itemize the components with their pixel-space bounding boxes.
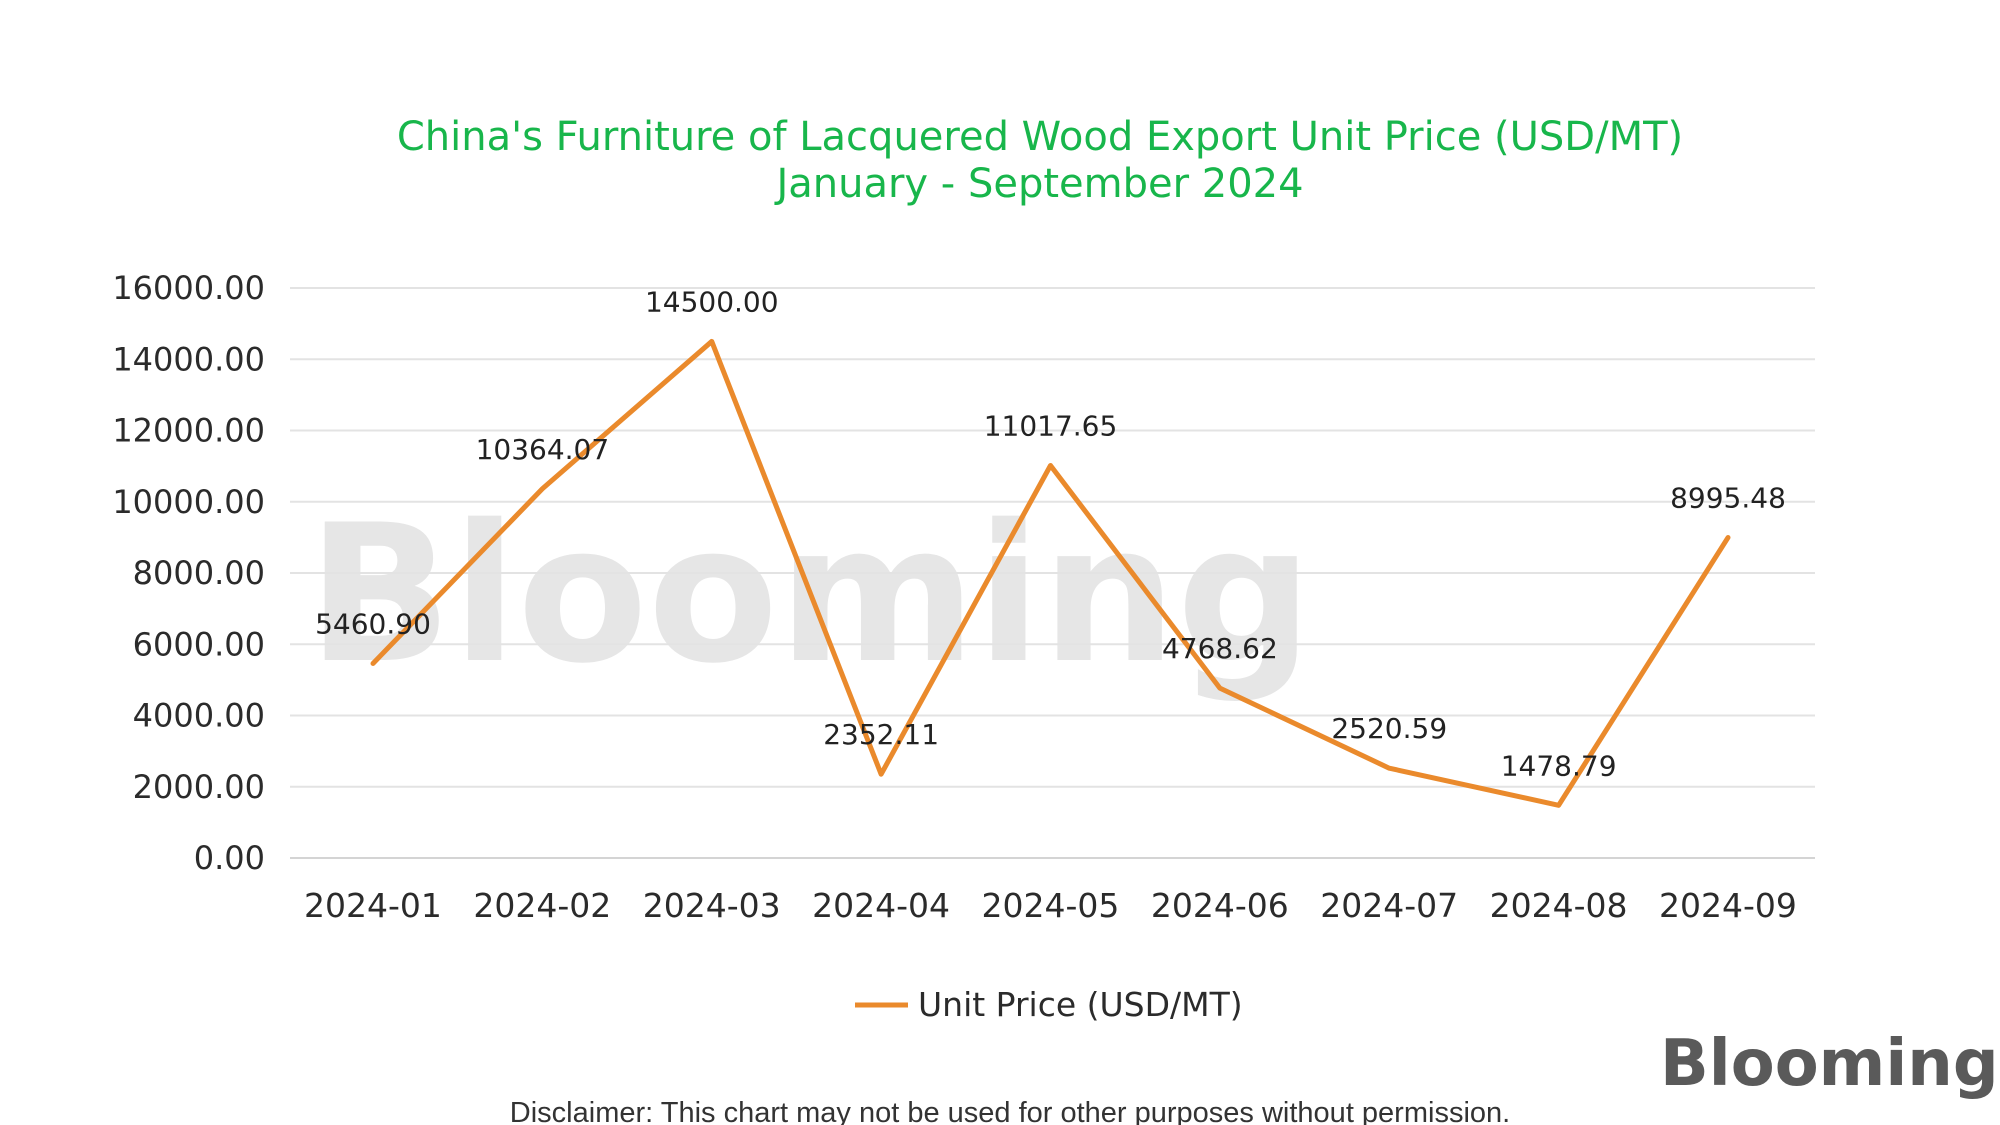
series-unit-price	[370, 338, 1731, 808]
y-tick-label: 4000.00	[133, 697, 265, 735]
legend-label: Unit Price (USD/MT)	[918, 985, 1243, 1024]
data-label: 11017.65	[984, 409, 1118, 442]
data-label: 14500.00	[645, 285, 779, 318]
data-label: 2352.11	[823, 718, 939, 751]
disclaimer: Disclaimer: This chart may not be used f…	[510, 1097, 1510, 1125]
grid	[290, 287, 1815, 859]
y-tick-label: 6000.00	[133, 625, 265, 663]
y-tick-label: 12000.00	[112, 412, 265, 450]
chart-subtitle: January - September 2024	[773, 161, 1303, 207]
y-tick-label: 16000.00	[112, 269, 265, 307]
x-tick-label: 2024-01	[304, 886, 442, 925]
x-tick-label: 2024-09	[1659, 886, 1797, 925]
y-tick-label: 2000.00	[133, 768, 265, 806]
data-label: 5460.90	[315, 607, 431, 640]
x-tick-label: 2024-03	[643, 886, 781, 925]
data-label: 4768.62	[1162, 632, 1278, 665]
data-label: 10364.07	[476, 433, 610, 466]
x-tick-label: 2024-06	[1151, 886, 1289, 925]
x-tick-label: 2024-08	[1490, 886, 1628, 925]
x-tick-label: 2024-05	[982, 886, 1120, 925]
y-axis: 0.00 2000.00 4000.00 6000.00 8000.00 10000.00…	[112, 269, 265, 877]
x-axis: 2024-01 2024-02 2024-03 2024-04 2024-05 2024-…	[304, 886, 1797, 925]
chart-title: China's Furniture of Lacquered Wood Expo…	[397, 114, 1683, 160]
logo-text: Blooming	[1660, 1027, 1999, 1101]
x-tick-label: 2024-02	[473, 886, 611, 925]
blooming-logo: Blooming	[1660, 1027, 1999, 1101]
x-tick-label: 2024-07	[1320, 886, 1458, 925]
data-labels: 5460.90 10364.07 14500.00 2352.11 11017.65 47…	[315, 285, 1786, 782]
data-label: 8995.48	[1670, 482, 1786, 515]
data-label: 2520.59	[1331, 712, 1447, 745]
legend: Unit Price (USD/MT)	[855, 985, 1243, 1024]
y-tick-label: 14000.00	[112, 340, 265, 378]
y-tick-label: 8000.00	[133, 554, 265, 592]
data-label: 1478.79	[1501, 749, 1617, 782]
x-tick-label: 2024-04	[812, 886, 950, 925]
y-tick-label: 10000.00	[112, 483, 265, 521]
y-tick-label: 0.00	[194, 839, 265, 877]
